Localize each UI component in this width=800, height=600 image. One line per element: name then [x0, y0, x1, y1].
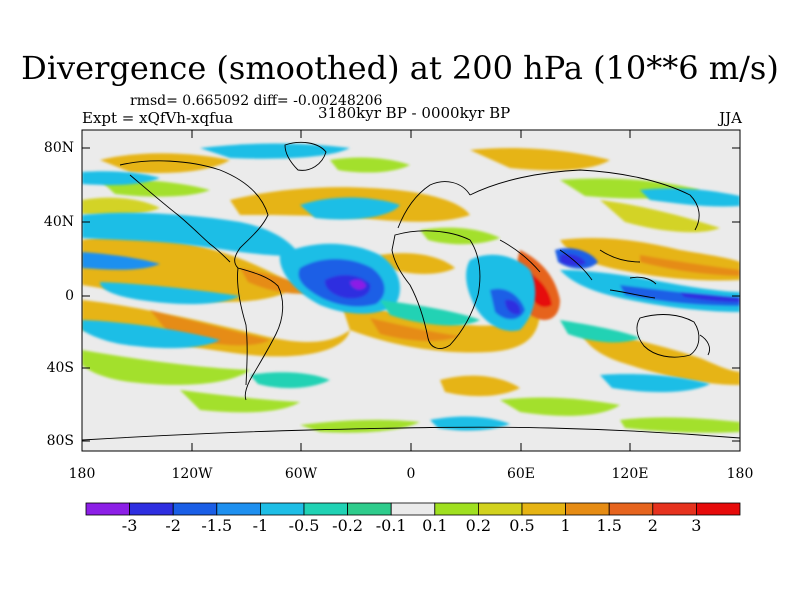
y-label-80s: 80S	[46, 433, 74, 449]
colorbar-label-11: 1.5	[596, 516, 622, 535]
colorbar-box-14	[696, 502, 741, 516]
divergence-field	[82, 130, 740, 451]
colorbar-box-7	[390, 502, 436, 516]
colorbar-label-10: 1	[560, 516, 571, 535]
colorbar-label-13: 3	[691, 516, 702, 535]
colorbar-box-13	[652, 502, 697, 516]
x-label-60e: 60E	[506, 466, 536, 482]
x-label-120e: 120E	[611, 466, 649, 482]
x-label-120w: 120W	[171, 466, 213, 482]
colorbar-box-12	[608, 502, 654, 516]
coastlines	[82, 141, 740, 441]
colorbar-label-2: -1.5	[201, 516, 233, 535]
colorbar-label-1: -2	[165, 516, 181, 535]
y-label-0: 0	[65, 288, 74, 304]
colorbar-box-11	[565, 502, 610, 516]
season-label: JJA	[719, 109, 742, 127]
x-label-60w: 60W	[284, 466, 318, 482]
period-label: 3180kyr BP - 0000kyr BP	[318, 104, 511, 122]
colorbar-box-4	[259, 502, 305, 516]
colorbar-label-6: -0.1	[375, 516, 407, 535]
colorbar-box-2	[172, 502, 218, 516]
y-label-80n: 80N	[43, 140, 74, 156]
x-label-180e: 180	[726, 466, 754, 482]
colorbar-label-5: -0.2	[332, 516, 364, 535]
colorbar-label-3: -1	[252, 516, 269, 535]
x-ticks	[81, 130, 741, 451]
colorbar-label-4: -0.5	[288, 516, 320, 535]
colorbar-box-3	[216, 502, 261, 516]
colorbar-box-1	[129, 502, 174, 516]
x-label-180w: 180	[68, 466, 96, 482]
colorbar-label-7: 0.1	[422, 516, 448, 535]
colorbar-box-6	[347, 502, 392, 516]
colorbar-box-5	[303, 502, 348, 516]
colorbar-box-9	[477, 502, 523, 516]
colorbar-box-0	[85, 502, 130, 516]
stats-text: rmsd= 0.665092 diff= -0.00248206	[130, 93, 383, 109]
chart-title: Divergence (smoothed) at 200 hPa (10**6 …	[21, 49, 779, 87]
y-label-40n: 40N	[43, 214, 74, 230]
y-label-40s: 40S	[46, 360, 74, 376]
colorbar-label-9: 0.5	[509, 516, 535, 535]
experiment-label: Expt = xQfVh-xqfua	[82, 109, 234, 127]
colorbar-box-8	[434, 502, 479, 516]
colorbar-label-0: -3	[121, 516, 138, 535]
colorbar-box-10	[521, 502, 566, 516]
colorbar-label-12: 2	[647, 516, 658, 535]
y-ticks	[82, 147, 740, 442]
colorbar-label-8: 0.2	[465, 516, 492, 535]
x-label-0: 0	[406, 466, 416, 482]
colorbar	[85, 502, 741, 516]
